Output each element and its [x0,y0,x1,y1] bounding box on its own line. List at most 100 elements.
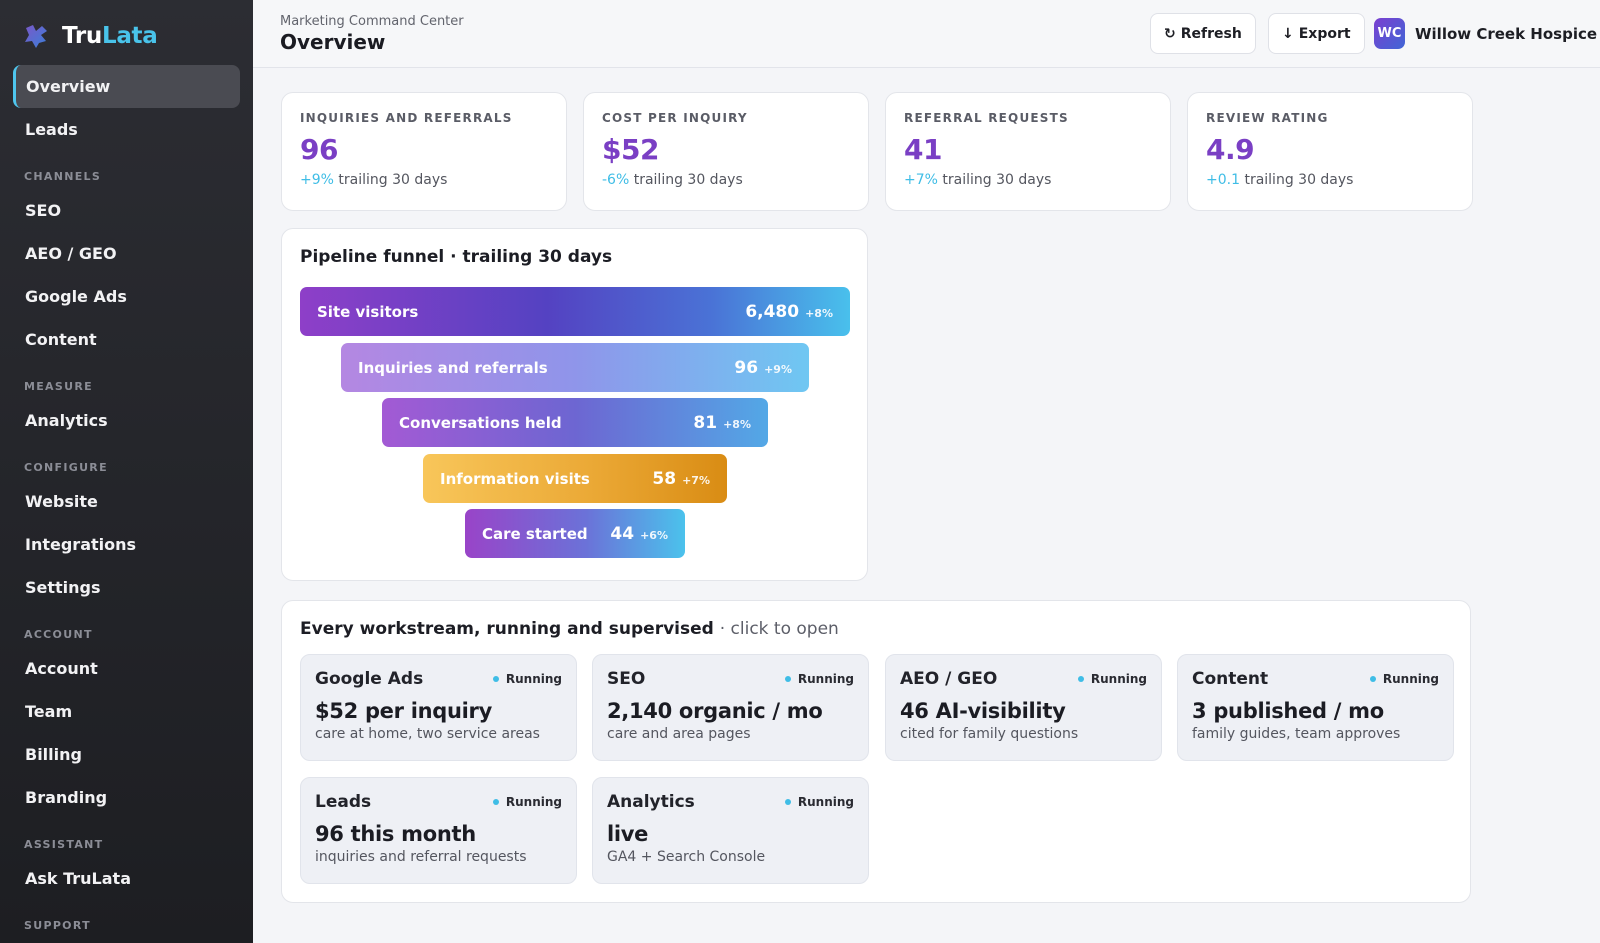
tile-desc: family guides, team approves [1192,726,1401,742]
status-badge: Running [784,795,854,809]
funnel-stage-delta: +6% [640,528,668,542]
funnel-stage-label: Inquiries and referrals [358,358,548,377]
sidebar-item-label: Account [25,659,98,678]
status-dot-icon [492,799,499,805]
funnel-stage-metric: 6,480 +8% [745,302,833,322]
funnel-stage-delta: +8% [805,306,833,320]
tile-head: Google Ads Running [315,669,562,689]
workstream-tile-aeo-geo[interactable]: AEO / GEO Running 46 AI-visibility cited… [885,654,1162,761]
refresh-label: Refresh [1180,25,1242,42]
status-text: Running [505,795,562,809]
tile-desc: care at home, two service areas [315,726,540,742]
sidebar-item-ask-trulata[interactable]: Ask TruLata [13,857,240,900]
sidebar-item-label: AEO / GEO [25,244,117,263]
funnel-stage-site-visitors[interactable]: Site visitors 6,480 +8% [300,287,850,336]
tile-desc: GA4 + Search Console [607,849,766,865]
nav-section-configure: CONFIGURE [24,461,108,474]
kpi-value: 41 [904,133,942,166]
status-dot-icon [1369,676,1376,682]
tile-name: SEO [607,669,646,689]
workstream-tile-seo[interactable]: SEO Running 2,140 organic / mo care and … [592,654,869,761]
nav-section-account: ACCOUNT [24,628,93,641]
kpi-period: trailing 30 days [338,172,448,188]
tile-metric: 2,140 organic / mo [607,699,823,723]
sidebar-item-account[interactable]: Account [13,647,240,690]
status-dot-icon [1077,676,1084,682]
sidebar-item-label: Google Ads [25,287,127,306]
sidebar-item-seo[interactable]: SEO [13,189,240,232]
tile-metric: live [607,822,649,846]
kpi-label: REVIEW RATING [1206,111,1329,125]
sidebar-item-overview[interactable]: Overview [13,65,240,108]
status-text: Running [1382,672,1439,686]
workstream-tile-google-ads[interactable]: Google Ads Running $52 per inquiry care … [300,654,577,761]
tile-head: Analytics Running [607,792,854,812]
kpi-delta: +7% [904,172,938,188]
funnel-stage-information-visits[interactable]: Information visits 58 +7% [423,454,727,503]
trulata-logo-icon [22,22,50,50]
tile-desc: inquiries and referral requests [315,849,527,865]
kpi-value: 4.9 [1206,133,1255,166]
sidebar-item-google-ads[interactable]: Google Ads [13,275,240,318]
refresh-button[interactable]: ↻ Refresh [1150,13,1256,54]
sidebar-item-aeo-geo[interactable]: AEO / GEO [13,232,240,275]
kpi-label: COST PER INQUIRY [602,111,748,125]
workstream-tile-leads[interactable]: Leads Running 96 this month inquiries an… [300,777,577,884]
sidebar-item-billing[interactable]: Billing [13,733,240,776]
download-arrow-icon: ↓ [1282,25,1294,42]
nav-top: Overview Leads [0,65,253,151]
sidebar-item-label: Ask TruLata [25,869,131,888]
workstream-tile-content[interactable]: Content Running 3 published / mo family … [1177,654,1454,761]
brand-name: TruLata [62,23,158,49]
kpi-card-inquiries: INQUIRIES AND REFERRALS 96 +9% trailing … [281,92,567,211]
funnel-stage-metric: 58 +7% [652,469,710,489]
kpi-value: 96 [300,133,338,166]
sidebar-item-website[interactable]: Website [13,480,240,523]
funnel-stage-conversations[interactable]: Conversations held 81 +8% [382,398,768,447]
tile-name: Google Ads [315,669,424,689]
sidebar-item-leads[interactable]: Leads [13,108,240,151]
sidebar-item-label: Analytics [25,411,108,430]
tile-head: Leads Running [315,792,562,812]
sidebar-item-branding[interactable]: Branding [13,776,240,819]
workstreams-hint: · click to open [719,619,839,639]
sidebar-item-team[interactable]: Team [13,690,240,733]
status-dot-icon [784,799,791,805]
funnel-stage-care-started[interactable]: Care started 44 +6% [465,509,685,558]
sidebar-item-content[interactable]: Content [13,318,240,361]
sidebar-item-label: Leads [25,120,78,139]
sidebar-item-integrations[interactable]: Integrations [13,523,240,566]
funnel-stage-value: 44 [610,523,635,544]
export-button[interactable]: ↓ Export [1268,13,1365,54]
org-switcher[interactable]: WC Willow Creek Hospice [1374,18,1597,49]
status-badge: Running [492,672,562,686]
kpi-card-cost-per-inquiry: COST PER INQUIRY $52 -6% trailing 30 day… [583,92,869,211]
funnel-stage-value: 58 [652,468,677,489]
funnel-stage-metric: 96 +9% [734,358,792,378]
org-name: Willow Creek Hospice [1415,24,1598,43]
status-badge: Running [492,795,562,809]
sidebar-item-settings[interactable]: Settings [13,566,240,609]
funnel-stage-inquiries[interactable]: Inquiries and referrals 96 +9% [341,343,809,392]
kpi-period: trailing 30 days [942,172,1052,188]
tile-head: AEO / GEO Running [900,669,1147,689]
kpi-card-review-rating: REVIEW RATING 4.9 +0.1 trailing 30 days [1187,92,1473,211]
funnel-stage-label: Conversations held [399,413,562,432]
tile-name: AEO / GEO [900,669,998,689]
kpi-value: $52 [602,133,659,166]
funnel-stage-metric: 81 +8% [693,413,751,433]
brand[interactable]: TruLata [0,0,253,72]
workstream-tile-analytics[interactable]: Analytics Running live GA4 + Search Cons… [592,777,869,884]
tile-head: SEO Running [607,669,854,689]
status-badge: Running [1369,672,1439,686]
funnel-stage-value: 81 [693,412,718,433]
sidebar: TruLata Overview Leads CHANNELS SEO AEO … [0,0,253,943]
sidebar-item-label: Integrations [25,535,137,554]
sidebar-item-analytics[interactable]: Analytics [13,399,240,442]
top-bar: Marketing Command Center Overview ↻ Refr… [253,0,1600,68]
avatar: WC [1374,18,1405,49]
status-text: Running [1090,672,1147,686]
tile-metric: 3 published / mo [1192,699,1384,723]
nav-section-measure: MEASURE [24,380,93,393]
funnel-stage-label: Care started [482,524,588,543]
